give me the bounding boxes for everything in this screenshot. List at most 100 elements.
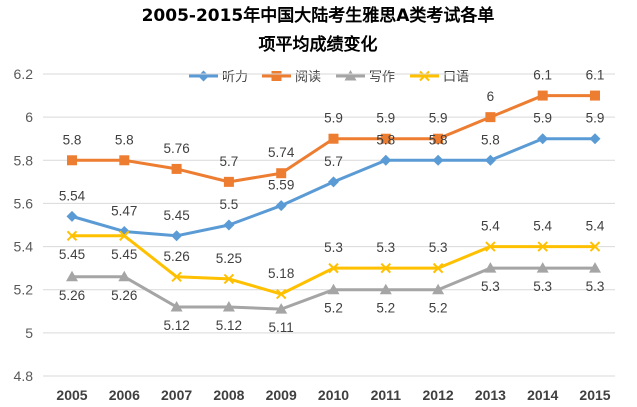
- x-tick-label: 2011: [371, 387, 402, 403]
- data-point: [119, 230, 130, 241]
- data-label: 5.8: [376, 132, 395, 147]
- x-tick-label: 2008: [213, 387, 244, 403]
- data-label: 5.9: [324, 111, 343, 126]
- data-label: 5.59: [268, 178, 294, 193]
- data-point: [485, 112, 496, 123]
- data-point: [67, 155, 77, 166]
- data-point: [170, 300, 183, 312]
- data-label: 5.3: [376, 240, 395, 255]
- data-label: 5.4: [533, 219, 552, 234]
- data-label: 5.8: [63, 132, 82, 147]
- y-tick-label: 5.8: [14, 152, 34, 168]
- data-label: 5.11: [269, 320, 294, 335]
- data-point: [419, 70, 430, 82]
- data-point: [66, 270, 78, 282]
- data-point: [589, 133, 601, 145]
- data-point: [380, 133, 391, 144]
- marker-stroke: [119, 230, 130, 241]
- data-label: 6.1: [586, 68, 605, 83]
- data-point: [276, 168, 287, 179]
- data-label: 5.3: [429, 240, 448, 255]
- data-point: [275, 200, 287, 212]
- data-point: [379, 283, 392, 295]
- marker-stroke: [419, 70, 430, 82]
- data-point: [485, 241, 496, 252]
- data-label: 5.45: [111, 247, 137, 262]
- data-point: [536, 262, 549, 273]
- data-label: 5.7: [324, 154, 343, 169]
- data-point: [198, 70, 209, 82]
- data-point: [590, 90, 600, 101]
- legend: 听力 阅读 写作 口语: [189, 70, 469, 85]
- marker-stroke: [537, 241, 548, 252]
- y-axis: 4.8 5 5.2 5.4 5.6 5.8 6 6.2: [14, 66, 34, 384]
- data-point: [537, 241, 548, 252]
- data-point: [271, 71, 282, 81]
- data-point: [223, 219, 235, 231]
- y-tick-label: 6.2: [14, 66, 34, 82]
- data-point: [119, 155, 130, 166]
- y-tick-label: 4.8: [14, 368, 34, 384]
- series-lines: [71, 94, 595, 311]
- data-label: 5.7: [220, 154, 239, 169]
- marker-stroke: [275, 288, 287, 300]
- legend-item: 听力: [189, 70, 248, 85]
- data-label: 6.1: [533, 68, 552, 83]
- data-point: [432, 283, 445, 295]
- data-label: 5.2: [324, 301, 343, 316]
- data-label: 5.2: [429, 301, 448, 316]
- x-tick-label: 2013: [475, 387, 506, 403]
- data-label: 5.26: [163, 249, 189, 264]
- marker-stroke: [432, 262, 444, 274]
- data-label: 5.47: [111, 203, 137, 218]
- data-point: [484, 262, 497, 273]
- data-point: [222, 300, 235, 312]
- data-label: 5.54: [59, 188, 86, 203]
- data-label: 5.3: [324, 240, 343, 255]
- legend-item: 口语: [410, 70, 469, 85]
- data-label: 5.76: [163, 141, 189, 156]
- data-point: [223, 273, 235, 285]
- data-label: 5.8: [481, 132, 500, 147]
- data-point: [275, 288, 287, 300]
- marker-stroke: [380, 262, 392, 274]
- data-point: [432, 154, 444, 166]
- data-label: 5.5: [220, 197, 239, 212]
- data-point: [433, 133, 444, 144]
- legend-item: 写作: [336, 70, 395, 85]
- data-label: 5.45: [163, 208, 189, 223]
- series-markers: [66, 90, 601, 314]
- chart-title: 2005-2015年中国大陆考生雅思A类考试各单 项平均成绩变化: [142, 5, 495, 55]
- data-label: 5.12: [216, 318, 242, 333]
- data-label: 5.3: [586, 279, 605, 294]
- y-tick-label: 5.4: [14, 239, 34, 255]
- data-point: [328, 262, 339, 274]
- data-point: [328, 133, 339, 144]
- data-point: [275, 303, 288, 314]
- data-point: [66, 230, 78, 241]
- data-label: 5.4: [586, 219, 605, 234]
- data-point: [380, 262, 392, 274]
- data-label: 5.18: [268, 266, 294, 281]
- data-point: [484, 154, 496, 166]
- data-label: 5.45: [59, 247, 85, 262]
- x-tick-label: 2015: [579, 387, 610, 403]
- y-tick-label: 5: [25, 325, 33, 341]
- data-point: [589, 262, 601, 273]
- data-point: [380, 154, 392, 166]
- x-tick-label: 2007: [161, 387, 192, 403]
- x-tick-label: 2010: [318, 387, 349, 403]
- x-axis: 2005 2006 2007 2008 2009 2010 2011 2012 2013 2014…: [56, 387, 610, 403]
- data-point: [589, 241, 601, 252]
- y-tick-label: 5.2: [14, 282, 34, 298]
- data-label: 5.26: [59, 288, 85, 303]
- marker-stroke: [223, 273, 235, 285]
- y-tick-label: 6: [25, 109, 33, 125]
- x-tick-label: 2012: [423, 387, 454, 403]
- data-label: 5.12: [163, 318, 189, 333]
- data-label: 5.26: [111, 288, 137, 303]
- data-labels: 5.54 5.47 5.45 5.5 5.59 5.7 5.8 5.8 5.8 5.9 5.9 5.8…: [59, 68, 605, 336]
- data-point: [344, 70, 357, 81]
- data-label: 5.3: [481, 279, 500, 294]
